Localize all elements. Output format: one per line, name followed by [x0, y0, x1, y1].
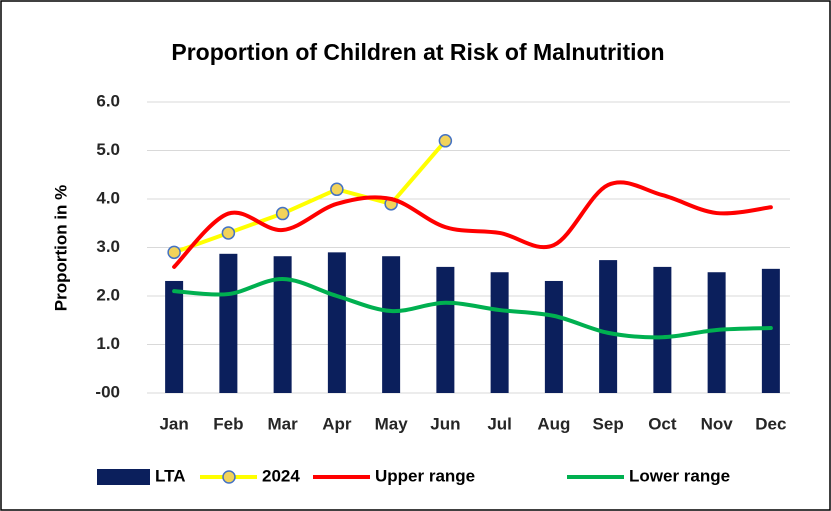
- chart-title: Proportion of Children at Risk of Malnut…: [171, 39, 664, 65]
- bar: [165, 280, 184, 393]
- y-axis-label: Proportion in %: [51, 185, 70, 312]
- x-tick-label: Nov: [701, 414, 734, 433]
- marker: [167, 245, 181, 260]
- line: [172, 277, 773, 340]
- marker: [221, 226, 236, 240]
- bar: [490, 272, 509, 393]
- y-tick-label: 4.0: [96, 188, 120, 207]
- bar: [219, 253, 238, 393]
- x-tick-label: Apr: [322, 414, 352, 433]
- legend-swatch: [97, 469, 150, 485]
- x-tick-label: May: [375, 414, 409, 433]
- bar: [761, 268, 780, 393]
- y-tick-label: 2.0: [96, 285, 120, 304]
- legend-label: LTA: [155, 466, 186, 485]
- legend-label: Upper range: [375, 466, 475, 485]
- bar: [273, 256, 292, 393]
- y-tick-label: 6.0: [96, 91, 120, 110]
- bar: [327, 252, 346, 393]
- legend-label: Lower range: [629, 466, 730, 485]
- legend-label: 2024: [262, 466, 300, 485]
- marker: [438, 134, 453, 148]
- x-tick-label: Jul: [487, 414, 512, 433]
- y-tick-label: 1.0: [96, 334, 120, 353]
- bar: [382, 256, 401, 393]
- legend-marker: [222, 470, 236, 484]
- bar: [436, 266, 455, 393]
- x-tick-label: Feb: [213, 414, 243, 433]
- x-tick-label: Aug: [537, 414, 570, 433]
- x-tick-label: Jan: [159, 414, 188, 433]
- y-tick-label: 5.0: [96, 140, 120, 159]
- x-tick-label: Dec: [755, 414, 786, 433]
- bar: [653, 266, 672, 393]
- bar: [707, 272, 726, 393]
- marker: [275, 206, 290, 221]
- line: [172, 180, 773, 269]
- line: [172, 138, 448, 255]
- bar: [599, 260, 618, 393]
- y-tick-label: 3.0: [96, 237, 120, 256]
- x-tick-label: Oct: [648, 414, 677, 433]
- y-tick-label: -00: [95, 382, 120, 401]
- bar: [544, 280, 563, 393]
- x-tick-label: Jun: [430, 414, 460, 433]
- x-tick-label: Sep: [593, 414, 624, 433]
- marker: [330, 182, 344, 197]
- x-tick-label: Mar: [268, 414, 299, 433]
